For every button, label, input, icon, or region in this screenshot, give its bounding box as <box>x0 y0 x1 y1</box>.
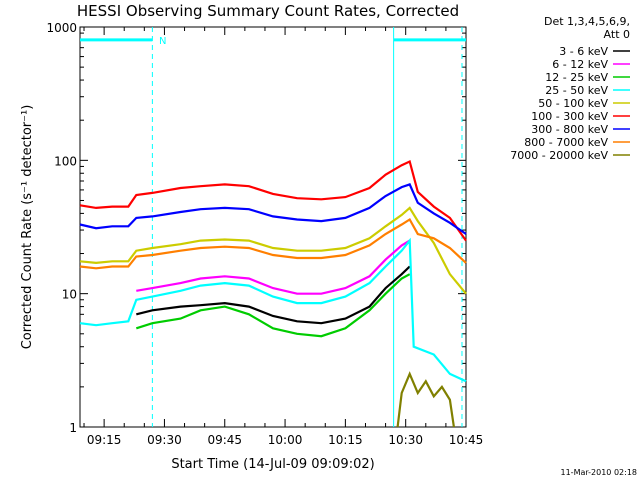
series-line <box>79 206 467 295</box>
legend-label: 6 - 12 keV <box>552 58 608 71</box>
x-tick-label: 09:15 <box>87 433 122 447</box>
legend-header-line-1: Det 1,3,4,5,6,9, <box>544 15 630 28</box>
legend-label: 300 - 800 keV <box>531 123 608 136</box>
observing-markers <box>80 27 466 427</box>
legend-label: 100 - 300 keV <box>531 110 608 123</box>
x-tick-label: 10:30 <box>388 433 423 447</box>
series-line <box>79 159 467 242</box>
y-axis-label: Corrected Count Rate (s⁻¹ detector⁻¹) <box>20 105 35 350</box>
series-group <box>79 159 467 428</box>
y-tick-label: 100 <box>54 154 77 168</box>
series-line <box>79 183 467 235</box>
legend-label: 7000 - 20000 keV <box>510 149 608 162</box>
legend-label: 12 - 25 keV <box>545 71 608 84</box>
x-tick-label: 10:00 <box>268 433 303 447</box>
x-tick-label: 10:45 <box>449 433 484 447</box>
y-tick-label: 1 <box>69 421 77 435</box>
legend-label: 50 - 100 keV <box>538 97 608 110</box>
legend-label: 800 - 7000 keV <box>524 136 608 149</box>
series-line <box>135 273 411 338</box>
series-line <box>396 371 455 428</box>
series-line <box>136 265 411 325</box>
x-tick-label: 09:30 <box>147 433 182 447</box>
plot-area <box>79 26 467 428</box>
legend-label: 3 - 6 keV <box>559 45 608 58</box>
chart-title: HESSI Observing Summary Count Rates, Cor… <box>77 2 459 20</box>
series-line <box>79 217 467 270</box>
series-line <box>79 237 467 383</box>
y-tick-label: 1000 <box>46 21 77 35</box>
night-marker-label: N <box>159 36 166 47</box>
axis-ticks: 1 10 100 1000 09:15 09:30 09:45 10:00 10:15 10:30… <box>46 21 483 447</box>
x-tick-label: 10:15 <box>328 433 363 447</box>
y-tick-label: 10 <box>62 288 77 302</box>
legend-header-line-2: Att 0 <box>604 28 630 41</box>
x-axis-label: Start Time (14-Jul-09 09:09:02) <box>171 457 374 472</box>
series-line <box>136 239 411 295</box>
x-tick-label: 09:45 <box>207 433 242 447</box>
legend-label: 25 - 50 keV <box>545 84 608 97</box>
plot-date: 11-Mar-2010 02:18 <box>561 468 638 477</box>
plot-frame <box>79 26 467 428</box>
